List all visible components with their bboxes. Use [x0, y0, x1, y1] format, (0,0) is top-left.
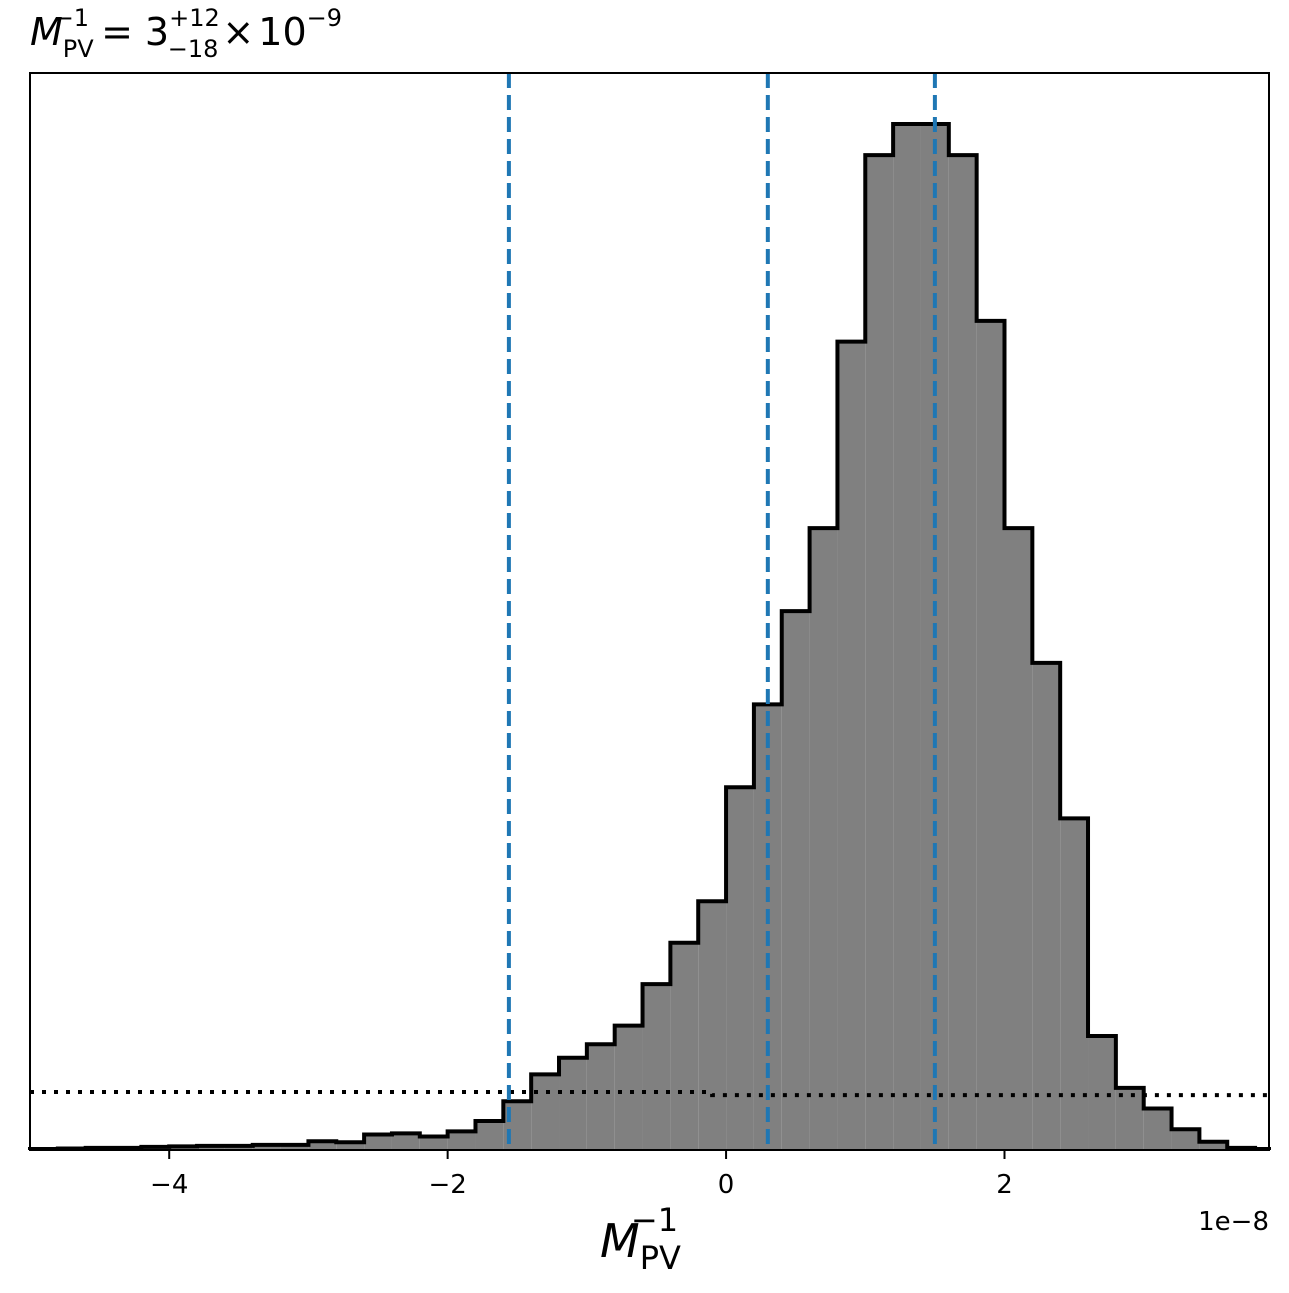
- title-value: 3: [145, 10, 169, 54]
- x-tick-label: 0: [718, 1170, 735, 1200]
- x-axis-offset-text: 1e−8: [1198, 1207, 1269, 1237]
- histogram-bar: [336, 1142, 365, 1150]
- histogram-bar: [586, 1044, 615, 1150]
- histogram-bar: [391, 1133, 420, 1150]
- x-tick-label: 2: [996, 1170, 1013, 1200]
- histogram-bar: [252, 1144, 281, 1150]
- histogram-bar: [781, 611, 810, 1150]
- histogram-bar: [1115, 1087, 1144, 1150]
- histogram-bar: [197, 1145, 225, 1150]
- title-subscript: PV: [63, 35, 94, 63]
- prior-line-group: [30, 1089, 1269, 1098]
- histogram-bar: [948, 155, 977, 1150]
- histogram-bar: [280, 1144, 309, 1150]
- x-tick-label: −2: [428, 1170, 466, 1200]
- axes-frame: [29, 72, 1270, 1151]
- histogram-bar: [559, 1057, 587, 1150]
- xlabel-superscript: −1: [631, 1201, 678, 1239]
- histogram-bar: [308, 1141, 337, 1150]
- x-ticks: −4 −2 0 2: [150, 1150, 1013, 1200]
- histogram-bar: [809, 528, 838, 1150]
- histogram-bar: [670, 942, 699, 1150]
- histogram-bar: [224, 1145, 253, 1150]
- histogram-bar: [1032, 662, 1061, 1150]
- x-axis-label: MPV−1: [600, 1201, 681, 1277]
- histogram-bar: [531, 1074, 560, 1150]
- histogram-bar: [893, 124, 921, 1150]
- title-minus-err: −18: [168, 35, 219, 63]
- histogram-bar: [642, 984, 671, 1150]
- title-power-exp: −9: [307, 4, 342, 32]
- histogram-bar: [1143, 1108, 1172, 1150]
- histogram-bar: [447, 1131, 476, 1150]
- histogram-bar: [976, 320, 1005, 1151]
- histogram-bar: [1088, 1036, 1116, 1150]
- histogram-bar: [419, 1136, 448, 1150]
- histogram-bar: [1171, 1129, 1200, 1150]
- title-equals: =: [101, 10, 133, 54]
- chart-title: MPV −1 = 3+12 −18 × 10−9: [30, 4, 342, 63]
- x-tick-label: −4: [150, 1170, 188, 1200]
- histogram-bar: [698, 901, 727, 1150]
- histogram-bar: [1199, 1141, 1228, 1150]
- histogram-bar: [364, 1134, 392, 1150]
- title-times: ×: [222, 10, 254, 54]
- histogram-bar: [726, 787, 754, 1150]
- title-symbol: M: [30, 10, 63, 54]
- title-plus-err: +12: [169, 4, 220, 32]
- prior-line: [30, 1089, 1269, 1098]
- histogram-bar: [865, 155, 894, 1150]
- histogram-bar: [1004, 528, 1033, 1150]
- quantile-lines: [506, 73, 937, 1150]
- xlabel-symbol: M: [600, 1214, 640, 1268]
- histogram-bar: [614, 1025, 643, 1150]
- histogram-bar: [475, 1120, 504, 1150]
- title-superscript: −1: [54, 4, 89, 32]
- histogram-bar: [1060, 818, 1089, 1150]
- histogram-bars: [30, 124, 1269, 1151]
- histogram-outline: [28, 122, 1271, 1151]
- xlabel-subscript: PV: [640, 1239, 681, 1277]
- histogram-bar: [753, 704, 782, 1150]
- histogram-bar: [837, 341, 866, 1150]
- title-power-base: 10: [258, 10, 306, 54]
